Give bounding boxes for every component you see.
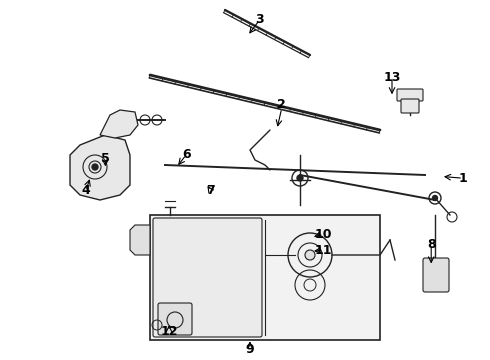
Text: 5: 5 bbox=[101, 152, 110, 165]
FancyBboxPatch shape bbox=[423, 258, 449, 292]
Text: 8: 8 bbox=[427, 238, 436, 251]
Text: 4: 4 bbox=[81, 184, 90, 197]
Text: 12: 12 bbox=[160, 325, 178, 338]
Text: 9: 9 bbox=[245, 343, 254, 356]
Text: 6: 6 bbox=[182, 148, 191, 161]
Circle shape bbox=[92, 164, 98, 170]
Text: 1: 1 bbox=[459, 172, 467, 185]
Circle shape bbox=[305, 250, 315, 260]
Polygon shape bbox=[70, 135, 130, 200]
Circle shape bbox=[433, 195, 438, 201]
FancyBboxPatch shape bbox=[397, 89, 423, 101]
Text: 11: 11 bbox=[315, 244, 332, 257]
Text: 10: 10 bbox=[315, 228, 332, 240]
Polygon shape bbox=[130, 225, 150, 255]
FancyBboxPatch shape bbox=[401, 99, 419, 113]
Text: 13: 13 bbox=[383, 71, 401, 84]
FancyBboxPatch shape bbox=[150, 215, 380, 340]
Circle shape bbox=[297, 175, 303, 181]
Text: 2: 2 bbox=[277, 98, 286, 111]
FancyBboxPatch shape bbox=[153, 218, 262, 337]
Text: 7: 7 bbox=[206, 184, 215, 197]
FancyBboxPatch shape bbox=[158, 303, 192, 335]
Polygon shape bbox=[100, 110, 138, 138]
Text: 3: 3 bbox=[255, 13, 264, 26]
